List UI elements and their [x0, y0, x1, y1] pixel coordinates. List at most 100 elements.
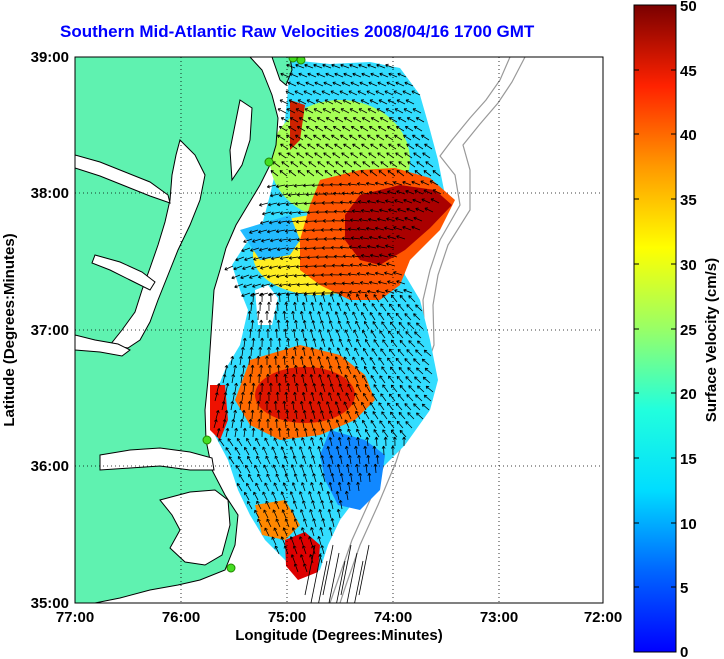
velocity-arrow: [300, 418, 305, 429]
velocity-arrow: [382, 294, 389, 303]
velocity-arrow: [331, 63, 341, 69]
velocity-arrow: [303, 292, 308, 303]
velocity-arrow: [275, 518, 281, 528]
velocity-arrow: [328, 347, 333, 357]
velocity-arrow: [405, 421, 413, 429]
velocity-arrow: [382, 339, 389, 348]
velocity-arrow: [312, 428, 317, 438]
velocity-arrow: [266, 274, 277, 279]
velocity-arrow: [304, 544, 316, 596]
velocity-arrow: [349, 134, 358, 141]
velocity-arrow: [406, 394, 414, 402]
velocity-arrow: [364, 320, 370, 330]
velocity-arrow: [414, 331, 422, 339]
velocity-arrow: [338, 338, 344, 348]
velocity-arrow: [317, 356, 322, 366]
velocity-arrow: [273, 437, 279, 447]
velocity-arrow: [334, 356, 340, 366]
velocity-arrow: [349, 472, 353, 483]
velocity-arrow: [327, 374, 332, 384]
velocity-arrow: [276, 364, 281, 375]
velocity-arrow: [420, 180, 430, 186]
velocity-arrow: [347, 227, 358, 232]
velocity-arrow: [361, 356, 367, 366]
velocity-arrow: [281, 509, 287, 519]
velocity-arrow: [294, 246, 305, 251]
velocity-arrow: [381, 321, 388, 330]
velocity-arrow: [339, 245, 350, 250]
velocity-arrow: [321, 291, 331, 295]
velocity-arrow: [255, 437, 261, 447]
velocity-arrow: [311, 365, 316, 375]
velocity-arrow: [343, 356, 349, 366]
velocity-arrow: [340, 63, 350, 69]
velocity-arrow: [379, 330, 386, 339]
velocity-arrow: [329, 383, 335, 393]
velocity-arrow: [415, 349, 423, 357]
velocity-arrow: [295, 427, 299, 438]
velocity-arrow: [267, 319, 272, 330]
velocity-arrow: [314, 126, 324, 132]
velocity-arrow: [344, 445, 349, 456]
velocity-arrow: [398, 366, 406, 375]
velocity-arrow: [296, 81, 306, 87]
velocity-arrow: [313, 134, 322, 141]
velocity-arrow: [317, 401, 322, 411]
velocity-arrow: [305, 152, 314, 159]
colorbar-tick-label: 40: [680, 127, 697, 144]
velocity-arrow: [350, 81, 360, 87]
x-tick-label: 74:00: [374, 609, 412, 626]
velocity-arrow: [322, 134, 331, 141]
velocity-arrow: [237, 455, 244, 465]
velocity-arrow: [362, 419, 368, 429]
velocity-arrow: [240, 346, 245, 357]
velocity-arrow: [333, 99, 343, 105]
velocity-arrow: [214, 392, 219, 402]
velocity-arrow: [396, 280, 406, 285]
velocity-arrow: [274, 545, 280, 555]
velocity-arrow: [317, 446, 322, 456]
velocity-arrow: [349, 263, 360, 268]
velocity-arrow: [344, 374, 350, 384]
y-tick-label: 36:00: [31, 458, 69, 475]
velocity-arrow: [265, 355, 269, 365]
velocity-arrow: [250, 319, 255, 330]
velocity-arrow: [307, 72, 317, 78]
velocity-arrow: [402, 225, 412, 231]
velocity-arrow: [314, 81, 324, 87]
velocity-arrow: [320, 365, 325, 375]
velocity-arrow: [320, 455, 325, 465]
velocity-arrow: [295, 219, 306, 224]
velocity-arrow: [341, 81, 351, 87]
velocity-arrow: [341, 126, 351, 132]
velocity-arrow: [321, 383, 326, 393]
velocity-arrow: [402, 180, 412, 186]
velocity-arrow: [376, 63, 386, 69]
velocity-arrow: [376, 134, 385, 141]
velocity-arrow: [299, 446, 304, 456]
velocity-arrow: [276, 202, 287, 207]
velocity-arrow: [309, 419, 314, 429]
velocity-arrow: [305, 237, 316, 242]
velocity-arrow: [356, 338, 362, 348]
velocity-arrow: [303, 337, 308, 348]
velocity-arrow: [362, 329, 368, 339]
velocity-arrow: [413, 126, 423, 132]
velocity-arrow: [340, 544, 352, 596]
station-marker: [296, 57, 306, 65]
velocity-arrow: [302, 319, 307, 330]
velocity-arrow: [252, 283, 262, 288]
grid-lines: [75, 57, 603, 603]
velocity-arrow: [244, 446, 250, 456]
velocity-arrow: [306, 170, 315, 177]
velocity-arrow: [213, 419, 218, 429]
velocity-arrow: [362, 161, 371, 168]
velocity-arrow: [321, 518, 326, 528]
velocity-arrow: [287, 81, 297, 87]
velocity-arrow: [350, 152, 359, 159]
velocity-arrow: [385, 63, 395, 69]
velocity-arrow: [357, 454, 361, 465]
velocity-arrow: [280, 117, 290, 123]
velocity-arrow: [275, 473, 281, 483]
velocity-arrow: [299, 536, 304, 546]
